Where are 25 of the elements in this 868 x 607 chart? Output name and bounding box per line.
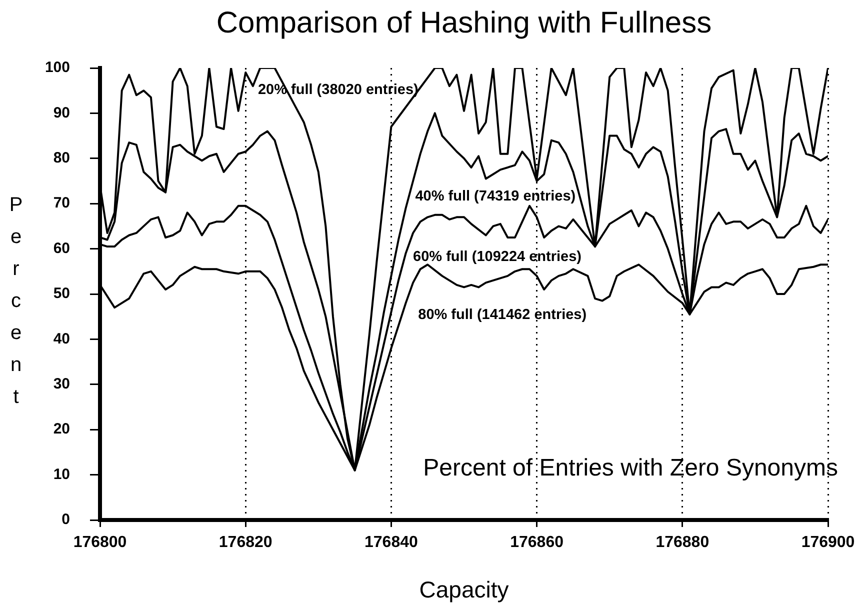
x-tick-label: 176860 (510, 534, 564, 552)
x-tick-label: 176900 (801, 534, 855, 552)
chart-title: Comparison of Hashing with Fullness (216, 6, 712, 40)
y-tick-label: 60 (53, 240, 70, 257)
y-tick-label: 20 (53, 420, 70, 438)
y-tick-label: 0 (62, 511, 70, 528)
x-tick-label: 176820 (218, 534, 272, 552)
series-label: 60% full (109224 entries) (413, 248, 582, 265)
series-label: 40% full (74319 entries) (415, 188, 576, 204)
y-tick-label: 10 (53, 466, 70, 483)
series-label: 20% full (38020 entries) (258, 82, 419, 98)
y-tick-label: 90 (53, 104, 70, 122)
x-axis-title: Capacity (419, 576, 510, 603)
y-tick-label: 40 (53, 330, 70, 348)
annotation: Percent of Entries with Zero Synonyms (423, 454, 838, 482)
y-tick-label: 70 (53, 194, 70, 212)
y-tick-label: 100 (44, 59, 70, 76)
y-axis-title: Percent (5, 194, 27, 418)
x-tick-label: 176800 (73, 534, 127, 552)
y-tick-label: 50 (53, 285, 70, 302)
x-tick-label: 176880 (656, 534, 710, 552)
series-label: 80% full (141462 entries) (418, 306, 587, 323)
y-tick-label: 30 (53, 376, 70, 393)
y-tick-label: 80 (53, 150, 70, 167)
x-tick-label: 176840 (364, 534, 418, 552)
